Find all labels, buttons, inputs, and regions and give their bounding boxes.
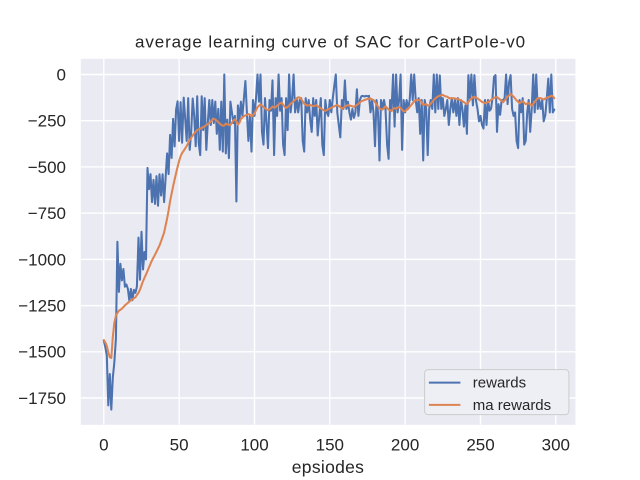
svg-text:−750: −750: [28, 204, 66, 223]
svg-text:rewards: rewards: [473, 375, 526, 392]
svg-text:300: 300: [542, 436, 570, 455]
svg-text:250: 250: [466, 436, 494, 455]
svg-text:−1750: −1750: [18, 389, 66, 408]
svg-text:−250: −250: [28, 112, 66, 131]
svg-text:50: 50: [170, 436, 189, 455]
svg-text:100: 100: [240, 436, 268, 455]
svg-text:−500: −500: [28, 158, 66, 177]
svg-text:150: 150: [316, 436, 344, 455]
svg-text:0: 0: [57, 65, 66, 84]
svg-text:200: 200: [391, 436, 419, 455]
svg-text:average learning curve of SAC: average learning curve of SAC for CartPo…: [135, 33, 526, 52]
svg-text:−1250: −1250: [18, 297, 66, 316]
svg-text:−1000: −1000: [18, 250, 66, 269]
svg-text:epsiodes: epsiodes: [292, 457, 364, 477]
svg-text:−1500: −1500: [18, 343, 66, 362]
svg-text:0: 0: [99, 436, 108, 455]
svg-text:ma rewards: ma rewards: [473, 397, 551, 414]
